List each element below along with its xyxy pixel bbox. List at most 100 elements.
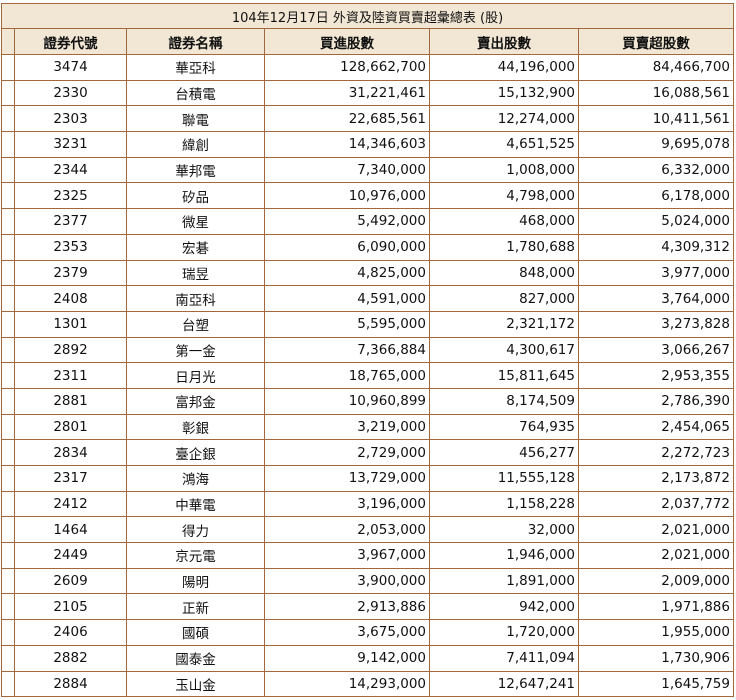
table-body: 3474 華亞科 128,662,700 44,196,000 84,466,700 23… [1, 54, 734, 698]
buy-shares: 31,221,461 [264, 79, 430, 107]
sell-shares: 32,000 [429, 516, 579, 544]
buy-shares: 7,366,884 [264, 336, 430, 364]
sell-shares: 942,000 [429, 593, 579, 621]
stock-name: 宏碁 [126, 233, 265, 261]
sell-shares: 4,300,617 [429, 336, 579, 364]
net-shares: 6,178,000 [578, 182, 734, 210]
net-shares: 1,645,759 [578, 670, 734, 698]
buy-shares: 3,967,000 [264, 542, 430, 569]
stock-code: 2881 [14, 387, 127, 415]
table-row: 2892 第一金 7,366,884 4,300,617 3,066,267 [1, 336, 734, 364]
table-row: 1301 台塑 5,595,000 2,321,172 3,273,828 [1, 310, 734, 338]
table-row: 2834 臺企銀 2,729,000 456,277 2,272,723 [1, 439, 734, 466]
buy-shares: 13,729,000 [264, 465, 430, 492]
net-shares: 2,021,000 [578, 542, 734, 569]
stock-code: 2379 [14, 259, 127, 287]
stock-code: 2303 [14, 105, 127, 133]
buy-shares: 14,293,000 [264, 670, 430, 698]
stock-code: 2412 [14, 490, 127, 518]
stock-code: 2330 [14, 79, 127, 107]
net-shares: 84,466,700 [578, 54, 734, 81]
net-shares: 5,024,000 [578, 208, 734, 235]
sell-shares: 7,411,094 [429, 644, 579, 672]
sell-shares: 827,000 [429, 285, 579, 312]
header-code[interactable]: 證券代號 [14, 28, 127, 55]
stock-code: 2801 [14, 413, 127, 441]
table-row: 2884 玉山金 14,293,000 12,647,241 1,645,759 [1, 670, 734, 698]
net-shares: 1,730,906 [578, 644, 734, 672]
stock-code: 1301 [14, 310, 127, 338]
net-shares: 2,786,390 [578, 387, 734, 415]
net-shares: 2,454,065 [578, 413, 734, 441]
stock-code: 2325 [14, 182, 127, 210]
row-spacer [1, 105, 15, 133]
table-row: 1464 得力 2,053,000 32,000 2,021,000 [1, 516, 734, 544]
stock-code: 2377 [14, 208, 127, 235]
buy-shares: 2,729,000 [264, 439, 430, 466]
buy-shares: 2,053,000 [264, 516, 430, 544]
net-shares: 9,695,078 [578, 131, 734, 158]
net-shares: 3,764,000 [578, 285, 734, 312]
header-net[interactable]: 買賣超股數 [578, 28, 734, 55]
stock-name: 台積電 [126, 79, 265, 107]
row-spacer [1, 131, 15, 158]
stock-code: 2892 [14, 336, 127, 364]
row-spacer [1, 336, 15, 364]
header-buy[interactable]: 買進股數 [264, 28, 430, 55]
table-row: 3474 華亞科 128,662,700 44,196,000 84,466,700 [1, 54, 734, 81]
row-spacer [1, 439, 15, 466]
net-shares: 3,977,000 [578, 259, 734, 287]
stock-code: 2406 [14, 619, 127, 646]
table-row: 2408 南亞科 4,591,000 827,000 3,764,000 [1, 285, 734, 312]
row-spacer [1, 465, 15, 492]
header-sell[interactable]: 賣出股數 [429, 28, 579, 55]
stock-code: 2344 [14, 156, 127, 184]
stock-name: 矽品 [126, 182, 265, 210]
table-row: 2406 國碩 3,675,000 1,720,000 1,955,000 [1, 619, 734, 646]
stock-name: 臺企銀 [126, 439, 265, 466]
row-spacer [1, 54, 15, 81]
buy-shares: 22,685,561 [264, 105, 430, 133]
table-row: 2609 陽明 3,900,000 1,891,000 2,009,000 [1, 567, 734, 595]
report-container: 104年12月17日 外資及陸資買賣超彙總表 (股) 證券代號 證券名稱 買進股… [1, 3, 734, 698]
table-row: 3231 緯創 14,346,603 4,651,525 9,695,078 [1, 131, 734, 158]
stock-name: 緯創 [126, 131, 265, 158]
stock-name: 國泰金 [126, 644, 265, 672]
table-row: 2379 瑞昱 4,825,000 848,000 3,977,000 [1, 259, 734, 287]
stock-name: 富邦金 [126, 387, 265, 415]
buy-shares: 3,675,000 [264, 619, 430, 646]
stock-code: 2882 [14, 644, 127, 672]
row-spacer [1, 208, 15, 235]
stock-code: 3231 [14, 131, 127, 158]
stock-code: 2408 [14, 285, 127, 312]
sell-shares: 1,158,228 [429, 490, 579, 518]
stock-code: 2609 [14, 567, 127, 595]
row-spacer [1, 670, 15, 698]
table-caption-row: 104年12月17日 外資及陸資買賣超彙總表 (股) [1, 3, 734, 29]
buy-shares: 5,595,000 [264, 310, 430, 338]
row-spacer [1, 490, 15, 518]
foreign-investor-trading-table: 104年12月17日 外資及陸資買賣超彙總表 (股) 證券代號 證券名稱 買進股… [1, 3, 734, 698]
sell-shares: 1,891,000 [429, 567, 579, 595]
row-spacer [1, 310, 15, 338]
net-shares: 2,021,000 [578, 516, 734, 544]
row-spacer [1, 593, 15, 621]
row-spacer [1, 285, 15, 312]
stock-code: 2449 [14, 542, 127, 569]
header-name[interactable]: 證券名稱 [126, 28, 265, 55]
net-shares: 10,411,561 [578, 105, 734, 133]
stock-name: 鴻海 [126, 465, 265, 492]
table-header-row: 證券代號 證券名稱 買進股數 賣出股數 買賣超股數 [1, 28, 734, 55]
sell-shares: 1,008,000 [429, 156, 579, 184]
row-spacer [1, 413, 15, 441]
stock-name: 玉山金 [126, 670, 265, 698]
net-shares: 2,037,772 [578, 490, 734, 518]
buy-shares: 3,196,000 [264, 490, 430, 518]
buy-shares: 7,340,000 [264, 156, 430, 184]
sell-shares: 468,000 [429, 208, 579, 235]
stock-code: 2105 [14, 593, 127, 621]
buy-shares: 9,142,000 [264, 644, 430, 672]
stock-name: 日月光 [126, 362, 265, 389]
row-spacer [1, 644, 15, 672]
stock-name: 聯電 [126, 105, 265, 133]
